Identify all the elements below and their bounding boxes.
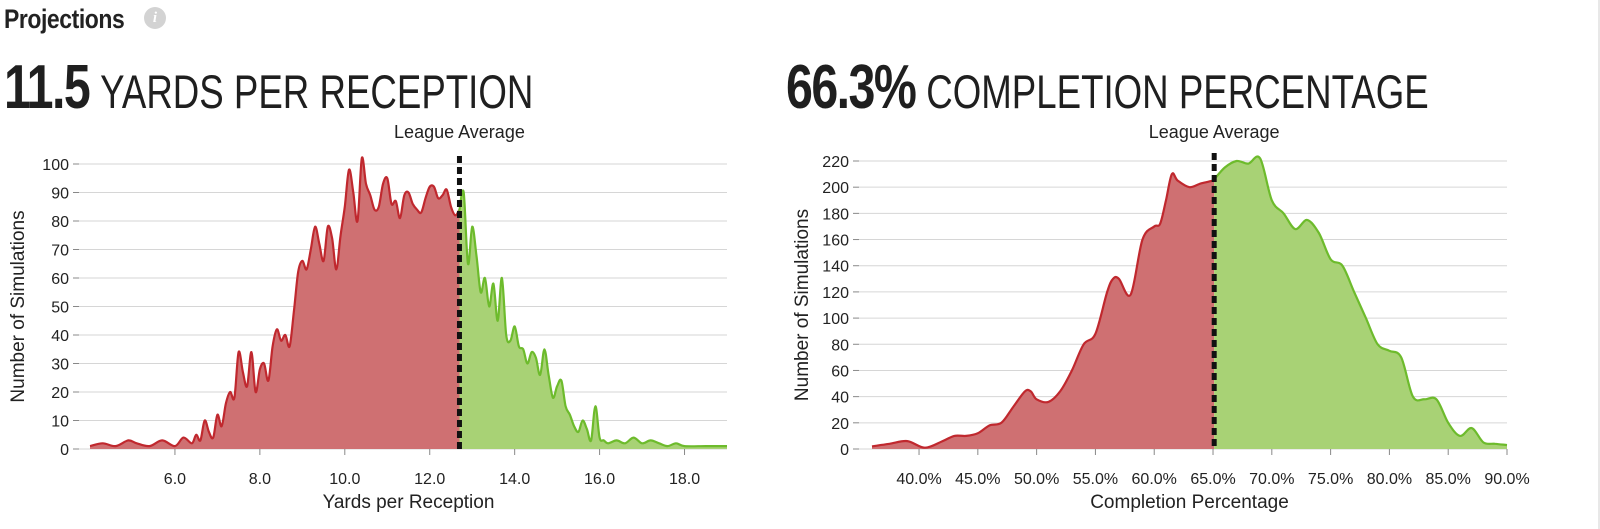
y-tick-label: 0 [840,442,849,459]
x-tick-label: 45.0% [955,471,1000,488]
x-tick-label: 40.0% [896,471,941,488]
above-average-line [458,189,727,448]
x-tick-label: 70.0% [1249,471,1294,488]
x-tick-label: 65.0% [1190,471,1235,488]
section-title: Projections [4,3,125,34]
y-tick-label: 10 [51,414,69,431]
info-icon[interactable]: i [144,7,166,29]
x-tick-label: 55.0% [1073,471,1118,488]
stat-label: COMPLETION PERCENTAGE [926,65,1429,118]
y-tick-label: 0 [60,442,69,459]
stat-value: 66.3% [786,53,917,122]
y-tick-label: 50 [51,300,69,317]
x-tick-label: 50.0% [1014,471,1059,488]
x-tick-label: 85.0% [1426,471,1471,488]
x-tick-label: 18.0 [669,471,700,488]
stat-label: YARDS PER RECEPTION [100,65,534,118]
y-tick-label: 90 [51,186,69,203]
below-average-area [872,173,1215,449]
y-tick-label: 80 [51,214,69,231]
y-axis-title: Number of Simulations [8,210,29,402]
projections-header: Projections [4,2,146,36]
y-tick-label: 40 [51,328,69,345]
y-tick-label: 100 [42,157,69,174]
y-tick-label: 60 [831,363,849,380]
y-tick-label: 80 [831,337,849,354]
ypr-distribution-chart: 0 10 20 30 40 50 60 70 80 90 100 6.0 8.0 10.0 12.0 14.0… [8,122,727,513]
x-tick-label: 12.0 [414,471,445,488]
y-tick-label: 40 [831,390,849,407]
y-tick-label: 100 [822,311,849,328]
stat-yards-per-reception: 11.5 YARDS PER RECEPTION [4,52,683,122]
above-average-area [1214,156,1507,449]
x-tick-label: 16.0 [584,471,615,488]
x-tick-label: 60.0% [1132,471,1177,488]
x-tick-label: 14.0 [499,471,530,488]
y-tick-label: 20 [831,416,849,433]
above-average-area [459,190,727,449]
x-tick-label: 8.0 [249,471,271,488]
y-tick-label: 60 [51,271,69,288]
x-tick-label: 6.0 [164,471,186,488]
y-tick-label: 20 [51,385,69,402]
y-tick-label: 180 [822,206,849,223]
x-axis-title: Completion Percentage [1090,492,1289,513]
x-tick-label: 75.0% [1308,471,1353,488]
x-axis-title: Yards per Reception [323,492,495,513]
completion-distribution-chart: 0 20 40 60 80 100 120 140 160 180 200 220 40.0% 45.0%… [792,122,1530,513]
y-tick-label: 30 [51,357,69,374]
y-tick-label: 200 [822,180,849,197]
above-average-line [1213,155,1508,447]
league-average-label: League Average [1149,122,1280,142]
y-tick-label: 140 [822,259,849,276]
stat-completion-percentage: 66.3% COMPLETION PERCENTAGE [786,52,1600,122]
y-tick-label: 160 [822,233,849,250]
below-average-line [89,156,461,448]
y-tick-label: 70 [51,243,69,260]
panel-divider [1598,0,1600,529]
x-tick-label: 10.0 [329,471,360,488]
y-axis-title: Number of Simulations [792,209,813,401]
stat-value: 11.5 [4,53,91,122]
x-tick-label: 90.0% [1484,471,1529,488]
below-average-line [871,172,1216,449]
league-average-label: League Average [394,122,525,142]
y-tick-label: 220 [822,154,849,171]
below-average-area [90,157,460,449]
y-tick-label: 120 [822,285,849,302]
x-tick-label: 80.0% [1367,471,1412,488]
